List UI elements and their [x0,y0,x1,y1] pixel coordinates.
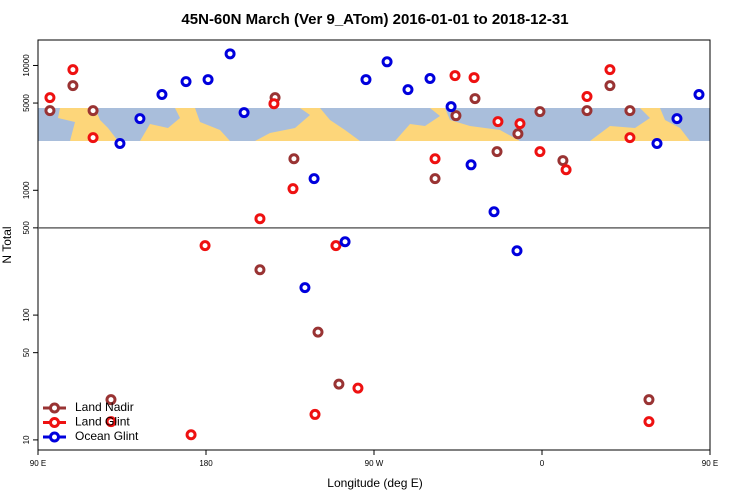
point [199,240,211,252]
y-tick-label: 100 [22,308,31,322]
point [429,153,441,165]
legend-marker [49,417,60,428]
point [491,146,503,158]
point [105,416,117,428]
point [693,89,705,101]
legend-marker [49,431,60,443]
plot-frame [37,39,711,451]
point [238,107,250,119]
point [469,93,481,105]
point [114,138,126,150]
point [534,146,546,158]
y-tick-label: 5000 [22,94,31,112]
x-tick-label: 90 W [365,459,384,468]
legend-marker [49,402,60,414]
point [44,92,56,104]
point [514,118,526,130]
point [333,378,345,390]
point [449,70,461,82]
y-tick-label: 10000 [22,54,31,77]
chart-title: 45N-60N March (Ver 9_ATom) 2016-01-01 to… [181,11,568,28]
x-tick-label: 90 E [702,459,718,468]
point [330,240,342,252]
point [312,326,324,338]
x-tick-label: 90 E [30,459,46,468]
point [352,382,364,394]
point [202,74,214,86]
legend-label: Land Nadir [75,400,134,414]
point [492,116,504,128]
point [87,105,99,117]
point [309,408,321,420]
point [44,105,56,117]
point [557,155,569,167]
point [339,236,351,248]
point [254,264,266,276]
point [511,245,523,257]
point [581,105,593,117]
y-axis-label: N Total [0,226,14,263]
point [254,213,266,225]
point [105,394,117,406]
point [67,80,79,92]
y-tick-label: 500 [22,221,31,235]
point [581,91,593,103]
point [424,73,436,85]
x-axis-label: Longitude (deg E) [327,476,422,490]
x-tick-label: 0 [540,459,545,468]
point [268,98,280,110]
y-tick-label: 1000 [22,181,31,199]
point [512,128,524,140]
point [288,153,300,165]
point [308,173,320,185]
point [604,64,616,76]
point [87,132,99,144]
point [299,282,311,294]
point [643,416,655,428]
point [604,80,616,92]
point [445,101,457,113]
point [624,132,636,144]
point [488,206,500,218]
point [468,72,480,84]
point [651,138,663,150]
point [287,183,299,195]
point [534,106,546,118]
point [224,48,236,60]
map-band [38,108,710,141]
y-tick-label: 50 [22,348,31,357]
point [624,105,636,117]
point [402,84,414,96]
point [156,89,168,101]
legend-label: Ocean Glint [75,429,139,443]
point [134,113,146,125]
point [560,164,572,176]
point [180,76,192,88]
point [185,429,197,441]
point [465,159,477,171]
x-tick-label: 180 [199,459,213,468]
point [360,74,372,86]
point [381,56,393,68]
point [643,394,655,406]
point [671,113,683,125]
point [450,110,462,122]
legend-label: Land Glint [75,415,130,429]
point [429,173,441,185]
y-tick-label: 10 [22,435,31,444]
point [67,64,79,76]
